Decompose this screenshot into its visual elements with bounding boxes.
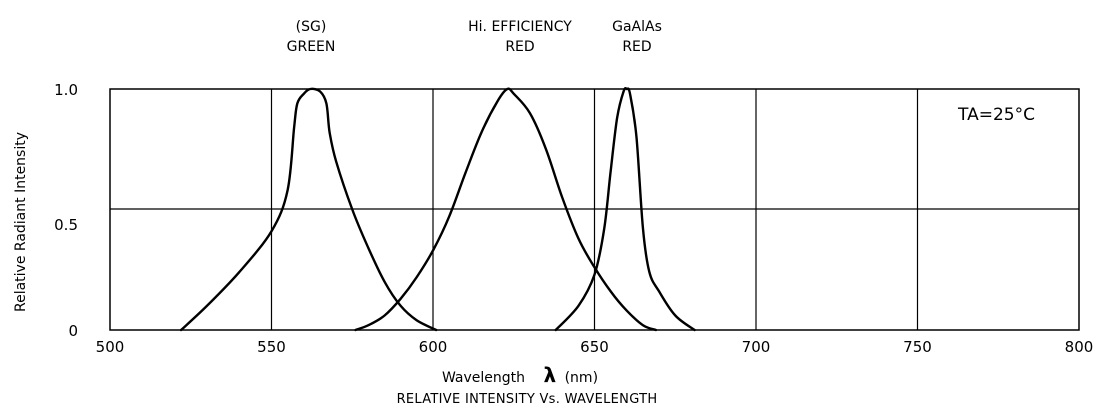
x-tick-label-800: 800 — [1065, 338, 1094, 356]
series-label-gaalas-red-line2: RED — [622, 39, 651, 55]
x-tick-labels: 500 550 600 650 700 750 800 — [96, 338, 1094, 356]
y-tick-label-0: 0 — [68, 322, 78, 340]
series-label-hi-efficiency-red-line1: Hi. EFFICIENCY — [468, 19, 572, 35]
series-label-sg-green-line2: GREEN — [287, 39, 336, 55]
chart-subtitle: RELATIVE INTENSITY Vs. WAVELENGTH — [397, 392, 658, 407]
y-tick-labels: 1.0 0.5 0 — [54, 81, 78, 340]
temperature-annotation: TA=25°C — [957, 105, 1035, 125]
x-tick-label-650: 650 — [580, 338, 609, 356]
x-tick-label-700: 700 — [742, 338, 771, 356]
series-label-hi-efficiency-red-line2: RED — [505, 39, 534, 55]
y-tick-label-1-0: 1.0 — [54, 81, 78, 99]
y-axis-title: Relative Radiant Intensity — [13, 132, 29, 312]
series-label-sg-green-line1: (SG) — [296, 19, 327, 35]
series-curves — [179, 87, 696, 332]
x-axis-unit: (nm) — [565, 370, 598, 386]
x-tick-label-550: 550 — [257, 338, 286, 356]
lambda-symbol: λ — [543, 363, 556, 387]
series-curve-sg-green — [179, 87, 438, 332]
x-axis-title: Wavelength λ (nm) — [442, 363, 598, 387]
y-tick-label-0-5: 0.5 — [54, 216, 78, 234]
series-curve-hi-efficiency-red — [354, 87, 658, 332]
series-curve-gaalas-red — [554, 87, 696, 332]
x-axis-title-text: Wavelength — [442, 370, 525, 386]
x-tick-label-500: 500 — [96, 338, 125, 356]
series-labels: (SG) GREEN Hi. EFFICIENCY RED GaAlAs RED — [287, 19, 662, 55]
grid — [110, 89, 1079, 330]
x-tick-label-600: 600 — [419, 338, 448, 356]
series-label-gaalas-red-line1: GaAlAs — [612, 19, 662, 35]
plot-frame — [109, 88, 1080, 331]
x-tick-label-750: 750 — [903, 338, 932, 356]
